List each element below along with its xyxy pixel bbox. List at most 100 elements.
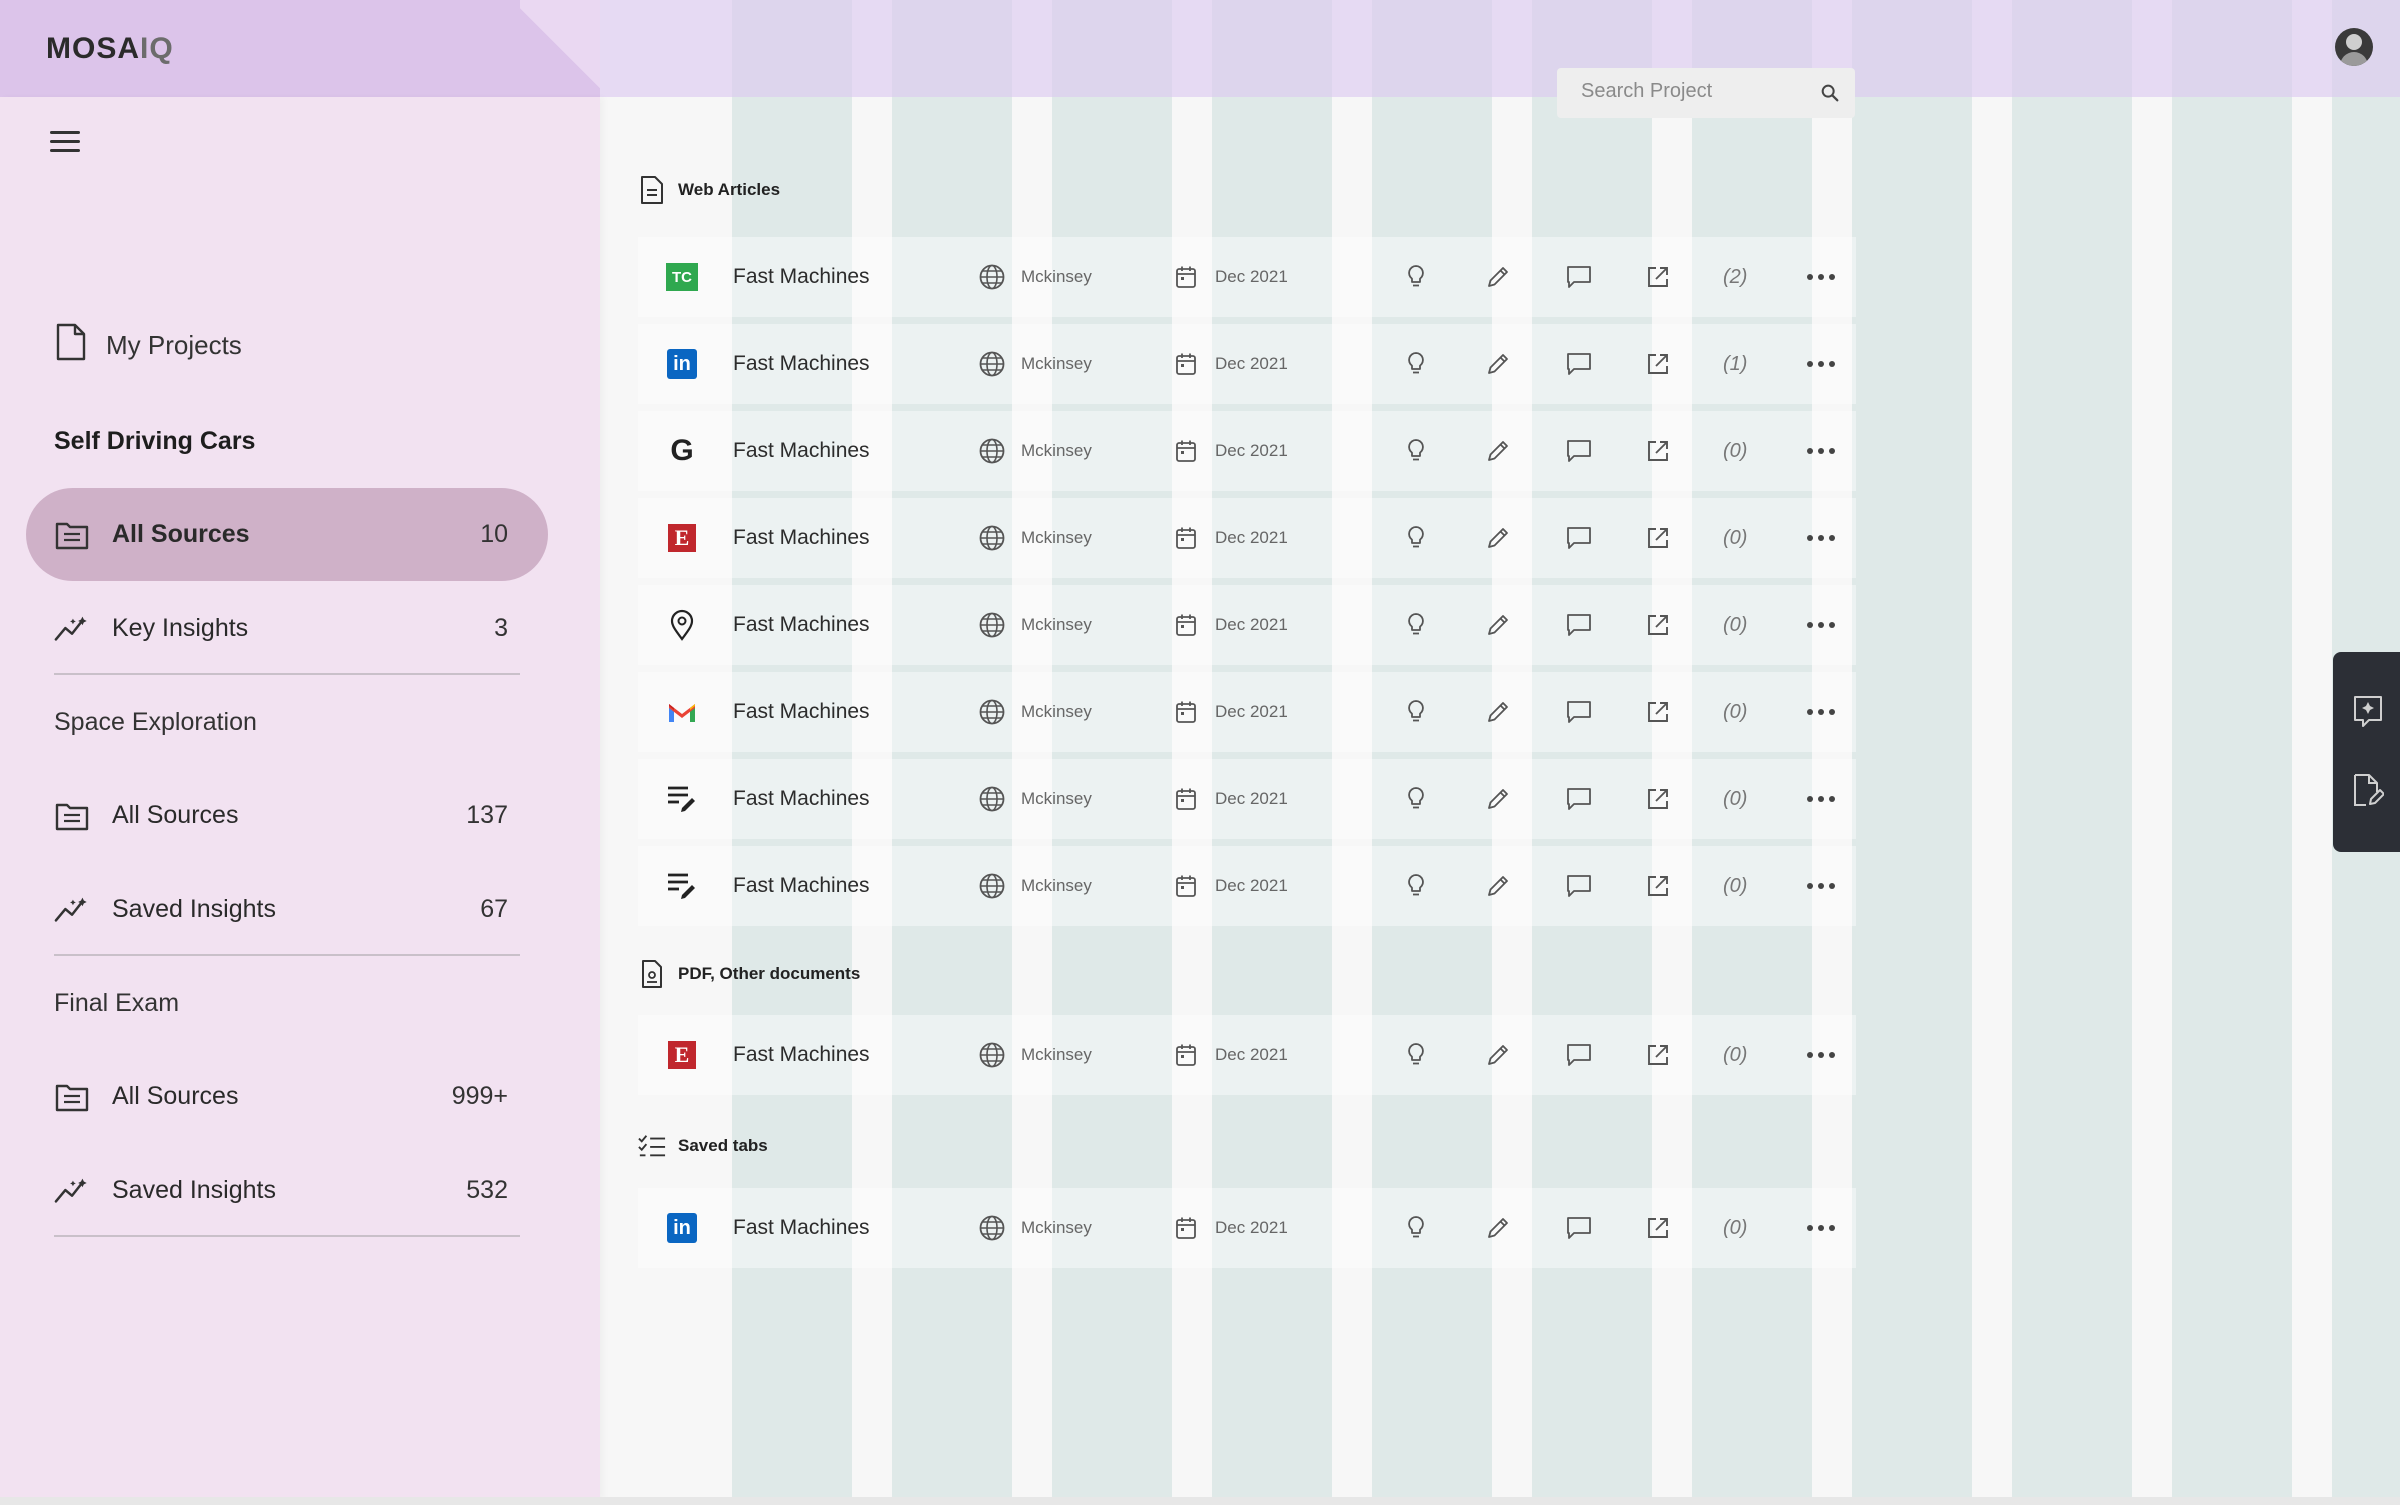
edit-pencil-icon[interactable] (1486, 237, 1510, 317)
sidebar-item-label: All Sources (112, 801, 239, 829)
source-row[interactable]: Fast Machines Mckinsey Dec 2021 (0) (638, 585, 1856, 665)
comment-icon[interactable] (1566, 237, 1592, 317)
insight-bulb-icon[interactable] (1406, 1015, 1426, 1095)
calendar-icon (1175, 498, 1197, 578)
project-title-space-exploration[interactable]: Space Exploration (54, 708, 257, 736)
more-options-icon[interactable] (1806, 324, 1836, 404)
open-external-icon[interactable] (1646, 759, 1670, 839)
source-row[interactable]: in Fast Machines Mckinsey Dec 2021 (1) (638, 324, 1856, 404)
source-row[interactable]: G Fast Machines Mckinsey Dec 2021 (0) (638, 411, 1856, 491)
more-options-icon[interactable] (1806, 585, 1836, 665)
globe-icon (978, 846, 1006, 926)
open-external-icon[interactable] (1646, 846, 1670, 926)
sidebar-item-saved-insights[interactable]: Saved Insights 67 (26, 863, 548, 956)
more-options-icon[interactable] (1806, 411, 1836, 491)
sidebar-item-label: Key Insights (112, 614, 249, 642)
comment-icon[interactable] (1566, 1188, 1592, 1268)
open-external-icon[interactable] (1646, 1188, 1670, 1268)
section-pdf-documents: PDF, Other documents (638, 960, 860, 988)
edit-pencil-icon[interactable] (1486, 585, 1510, 665)
background-grid (600, 0, 2400, 1505)
my-projects-link[interactable]: My Projects (54, 322, 242, 369)
more-options-icon[interactable] (1806, 1188, 1836, 1268)
sidebar-item-all-sources[interactable]: All Sources 999+ (26, 1050, 548, 1143)
more-options-icon[interactable] (1806, 1015, 1836, 1095)
insight-bulb-icon[interactable] (1406, 411, 1426, 491)
open-external-icon[interactable] (1646, 672, 1670, 752)
source-title[interactable]: Fast Machines (733, 526, 870, 549)
search-input[interactable] (1581, 80, 1811, 103)
edit-pencil-icon[interactable] (1486, 846, 1510, 926)
edit-pencil-icon[interactable] (1486, 498, 1510, 578)
source-title[interactable]: Fast Machines (733, 700, 870, 723)
project-title-self-driving-cars[interactable]: Self Driving Cars (54, 427, 256, 455)
insight-bulb-icon[interactable] (1406, 324, 1426, 404)
sidebar-item-saved-insights[interactable]: Saved Insights 532 (26, 1144, 548, 1237)
comment-icon[interactable] (1566, 759, 1592, 839)
insight-bulb-icon[interactable] (1406, 672, 1426, 752)
insight-bulb-icon[interactable] (1406, 585, 1426, 665)
more-options-icon[interactable] (1806, 498, 1836, 578)
grid-column (1052, 0, 1172, 1505)
comment-icon[interactable] (1566, 672, 1592, 752)
open-external-icon[interactable] (1646, 237, 1670, 317)
sidebar-item-key-insights[interactable]: Key Insights 3 (26, 582, 548, 675)
sidebar-item-all-sources[interactable]: All Sources 137 (26, 769, 548, 862)
more-options-icon[interactable] (1806, 759, 1836, 839)
source-row[interactable]: TC Fast Machines Mckinsey Dec 2021 (2) (638, 237, 1856, 317)
source-title[interactable]: Fast Machines (733, 265, 870, 288)
edit-pencil-icon[interactable] (1486, 672, 1510, 752)
open-external-icon[interactable] (1646, 585, 1670, 665)
sidebar-item-all-sources[interactable]: All Sources 10 (26, 488, 548, 581)
edit-pencil-icon[interactable] (1486, 759, 1510, 839)
more-options-icon[interactable] (1806, 237, 1836, 317)
project-title-final-exam[interactable]: Final Exam (54, 989, 180, 1017)
open-external-icon[interactable] (1646, 1015, 1670, 1095)
menu-icon[interactable] (50, 131, 80, 155)
edit-pencil-icon[interactable] (1486, 1188, 1510, 1268)
comment-icon[interactable] (1566, 585, 1592, 665)
source-row[interactable]: Fast Machines Mckinsey Dec 2021 (0) (638, 672, 1856, 752)
insight-bulb-icon[interactable] (1406, 846, 1426, 926)
insight-bulb-icon[interactable] (1406, 759, 1426, 839)
source-title[interactable]: Fast Machines (733, 1216, 870, 1239)
edit-pencil-icon[interactable] (1486, 411, 1510, 491)
source-row[interactable]: Fast Machines Mckinsey Dec 2021 (0) (638, 846, 1856, 926)
source-title[interactable]: Fast Machines (733, 874, 870, 897)
comment-icon[interactable] (1566, 498, 1592, 578)
folder-icon (54, 1079, 90, 1115)
insight-bulb-icon[interactable] (1406, 1188, 1426, 1268)
open-external-icon[interactable] (1646, 498, 1670, 578)
grid-column (732, 0, 852, 1505)
edit-document-icon[interactable] (2352, 772, 2385, 808)
open-external-icon[interactable] (1646, 411, 1670, 491)
search-icon[interactable] (1819, 82, 1841, 109)
date: Dec 2021 (1215, 789, 1288, 808)
edit-pencil-icon[interactable] (1486, 324, 1510, 404)
sidebar-item-label: All Sources (112, 1082, 239, 1110)
source-title[interactable]: Fast Machines (733, 787, 870, 810)
comment-icon[interactable] (1566, 324, 1592, 404)
comment-icon[interactable] (1566, 411, 1592, 491)
source-row[interactable]: in Fast Machines Mckinsey Dec 2021 (0) (638, 1188, 1856, 1268)
source-title[interactable]: Fast Machines (733, 613, 870, 636)
logo-main: MOSA (46, 32, 140, 65)
more-options-icon[interactable] (1806, 846, 1836, 926)
source-title[interactable]: Fast Machines (733, 352, 870, 375)
add-insight-icon[interactable] (2352, 694, 2384, 730)
open-external-icon[interactable] (1646, 324, 1670, 404)
comment-icon[interactable] (1566, 1015, 1592, 1095)
user-avatar[interactable] (2335, 28, 2373, 66)
source-row[interactable]: Fast Machines Mckinsey Dec 2021 (0) (638, 759, 1856, 839)
grid-column (1852, 0, 1972, 1505)
insight-bulb-icon[interactable] (1406, 498, 1426, 578)
source-title[interactable]: Fast Machines (733, 439, 870, 462)
source-title[interactable]: Fast Machines (733, 1043, 870, 1066)
edit-pencil-icon[interactable] (1486, 1015, 1510, 1095)
insight-bulb-icon[interactable] (1406, 237, 1426, 317)
divider (54, 673, 520, 675)
more-options-icon[interactable] (1806, 672, 1836, 752)
source-row[interactable]: E Fast Machines Mckinsey Dec 2021 (0) (638, 498, 1856, 578)
source-row[interactable]: E Fast Machines Mckinsey Dec 2021 (0) (638, 1015, 1856, 1095)
comment-icon[interactable] (1566, 846, 1592, 926)
